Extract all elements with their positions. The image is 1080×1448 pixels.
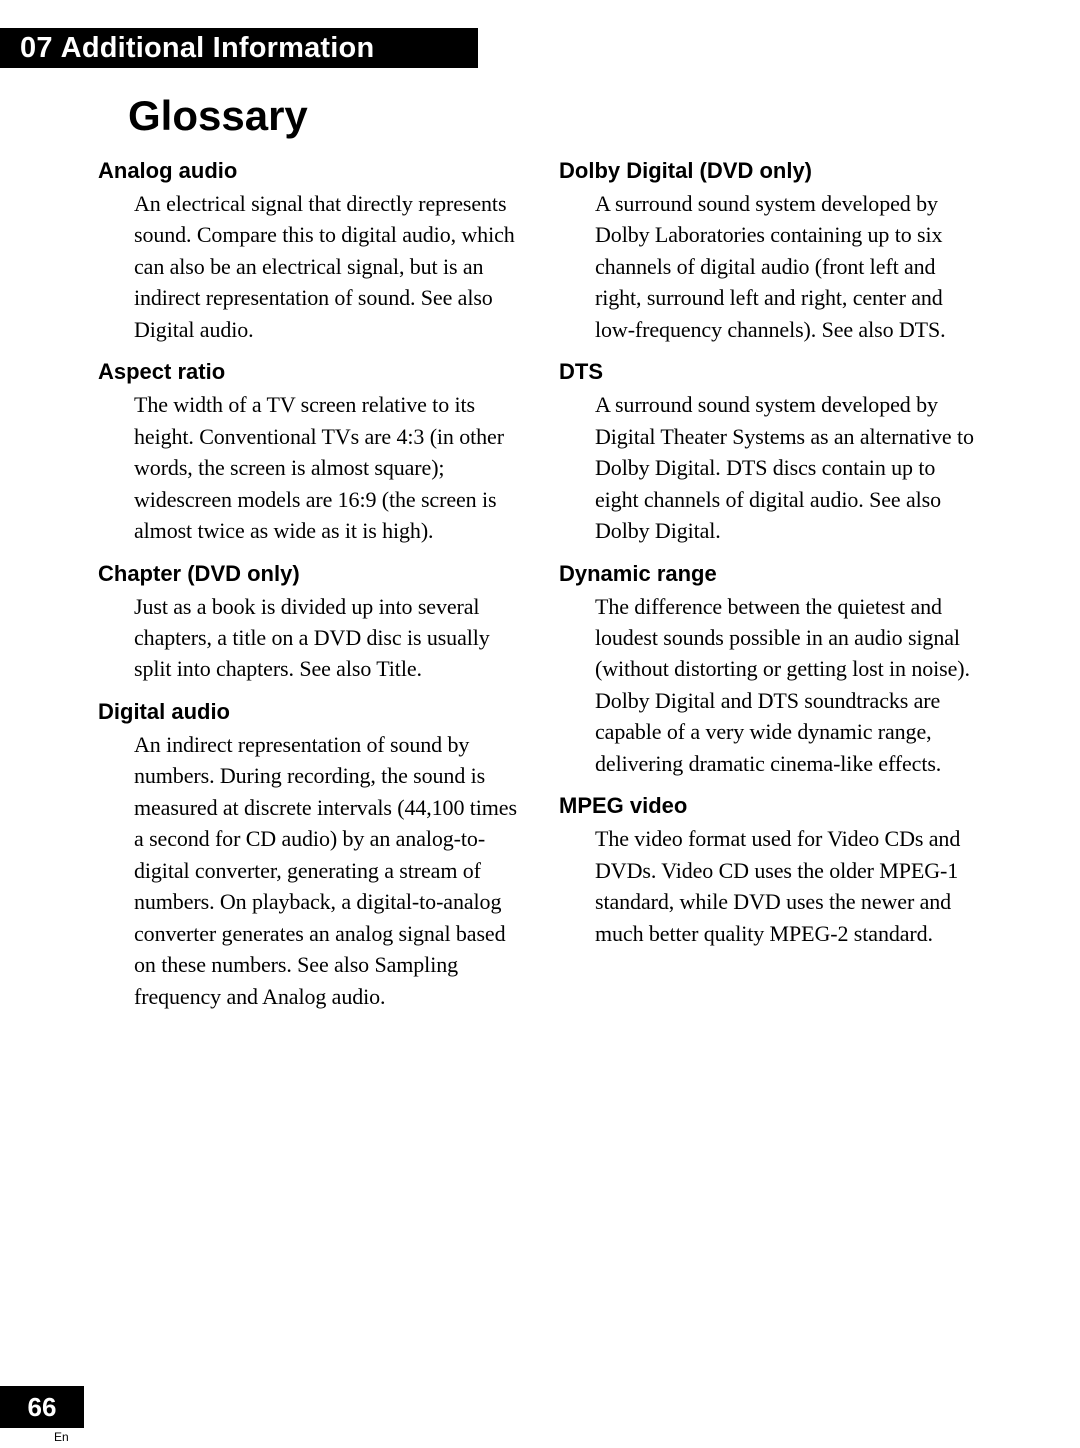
glossary-entry: Aspect ratio The width of a TV screen re… (98, 359, 521, 546)
glossary-entry: Dynamic range The difference between the… (559, 561, 982, 780)
glossary-entry: Chapter (DVD only) Just as a book is div… (98, 561, 521, 685)
glossary-term: Digital audio (98, 699, 521, 725)
glossary-term: Aspect ratio (98, 359, 521, 385)
glossary-term: Dolby Digital (DVD only) (559, 158, 982, 184)
chapter-header-bar: 07 Additional Information (0, 28, 478, 68)
glossary-definition: A surround sound system developed by Dig… (595, 389, 982, 546)
right-column: Dolby Digital (DVD only) A surround soun… (559, 158, 982, 1026)
glossary-definition: Just as a book is divided up into severa… (134, 591, 521, 685)
chapter-title: Additional Information (61, 32, 375, 65)
page-number-box: 66 (0, 1386, 84, 1428)
glossary-definition: The difference between the quietest and … (595, 591, 982, 780)
glossary-term: Chapter (DVD only) (98, 561, 521, 587)
document-page: 07 Additional Information Glossary Analo… (0, 0, 1080, 1448)
glossary-term: Dynamic range (559, 561, 982, 587)
language-label: En (54, 1430, 69, 1444)
glossary-entry: Analog audio An electrical signal that d… (98, 158, 521, 345)
glossary-entry: MPEG video The video format used for Vid… (559, 793, 982, 949)
glossary-term: MPEG video (559, 793, 982, 819)
glossary-entry: Dolby Digital (DVD only) A surround soun… (559, 158, 982, 345)
glossary-definition: An indirect representation of sound by n… (134, 729, 521, 1012)
chapter-number: 07 (20, 32, 53, 65)
glossary-definition: The width of a TV screen relative to its… (134, 389, 521, 546)
section-title: Glossary (128, 92, 308, 140)
glossary-term: Analog audio (98, 158, 521, 184)
glossary-definition: A surround sound system developed by Dol… (595, 188, 982, 345)
glossary-term: DTS (559, 359, 982, 385)
glossary-entry: Digital audio An indirect representation… (98, 699, 521, 1012)
page-number: 66 (28, 1392, 57, 1423)
glossary-entry: DTS A surround sound system developed by… (559, 359, 982, 546)
glossary-definition: An electrical signal that directly repre… (134, 188, 521, 345)
left-column: Analog audio An electrical signal that d… (98, 158, 521, 1026)
glossary-columns: Analog audio An electrical signal that d… (98, 158, 982, 1026)
glossary-definition: The video format used for Video CDs and … (595, 823, 982, 949)
